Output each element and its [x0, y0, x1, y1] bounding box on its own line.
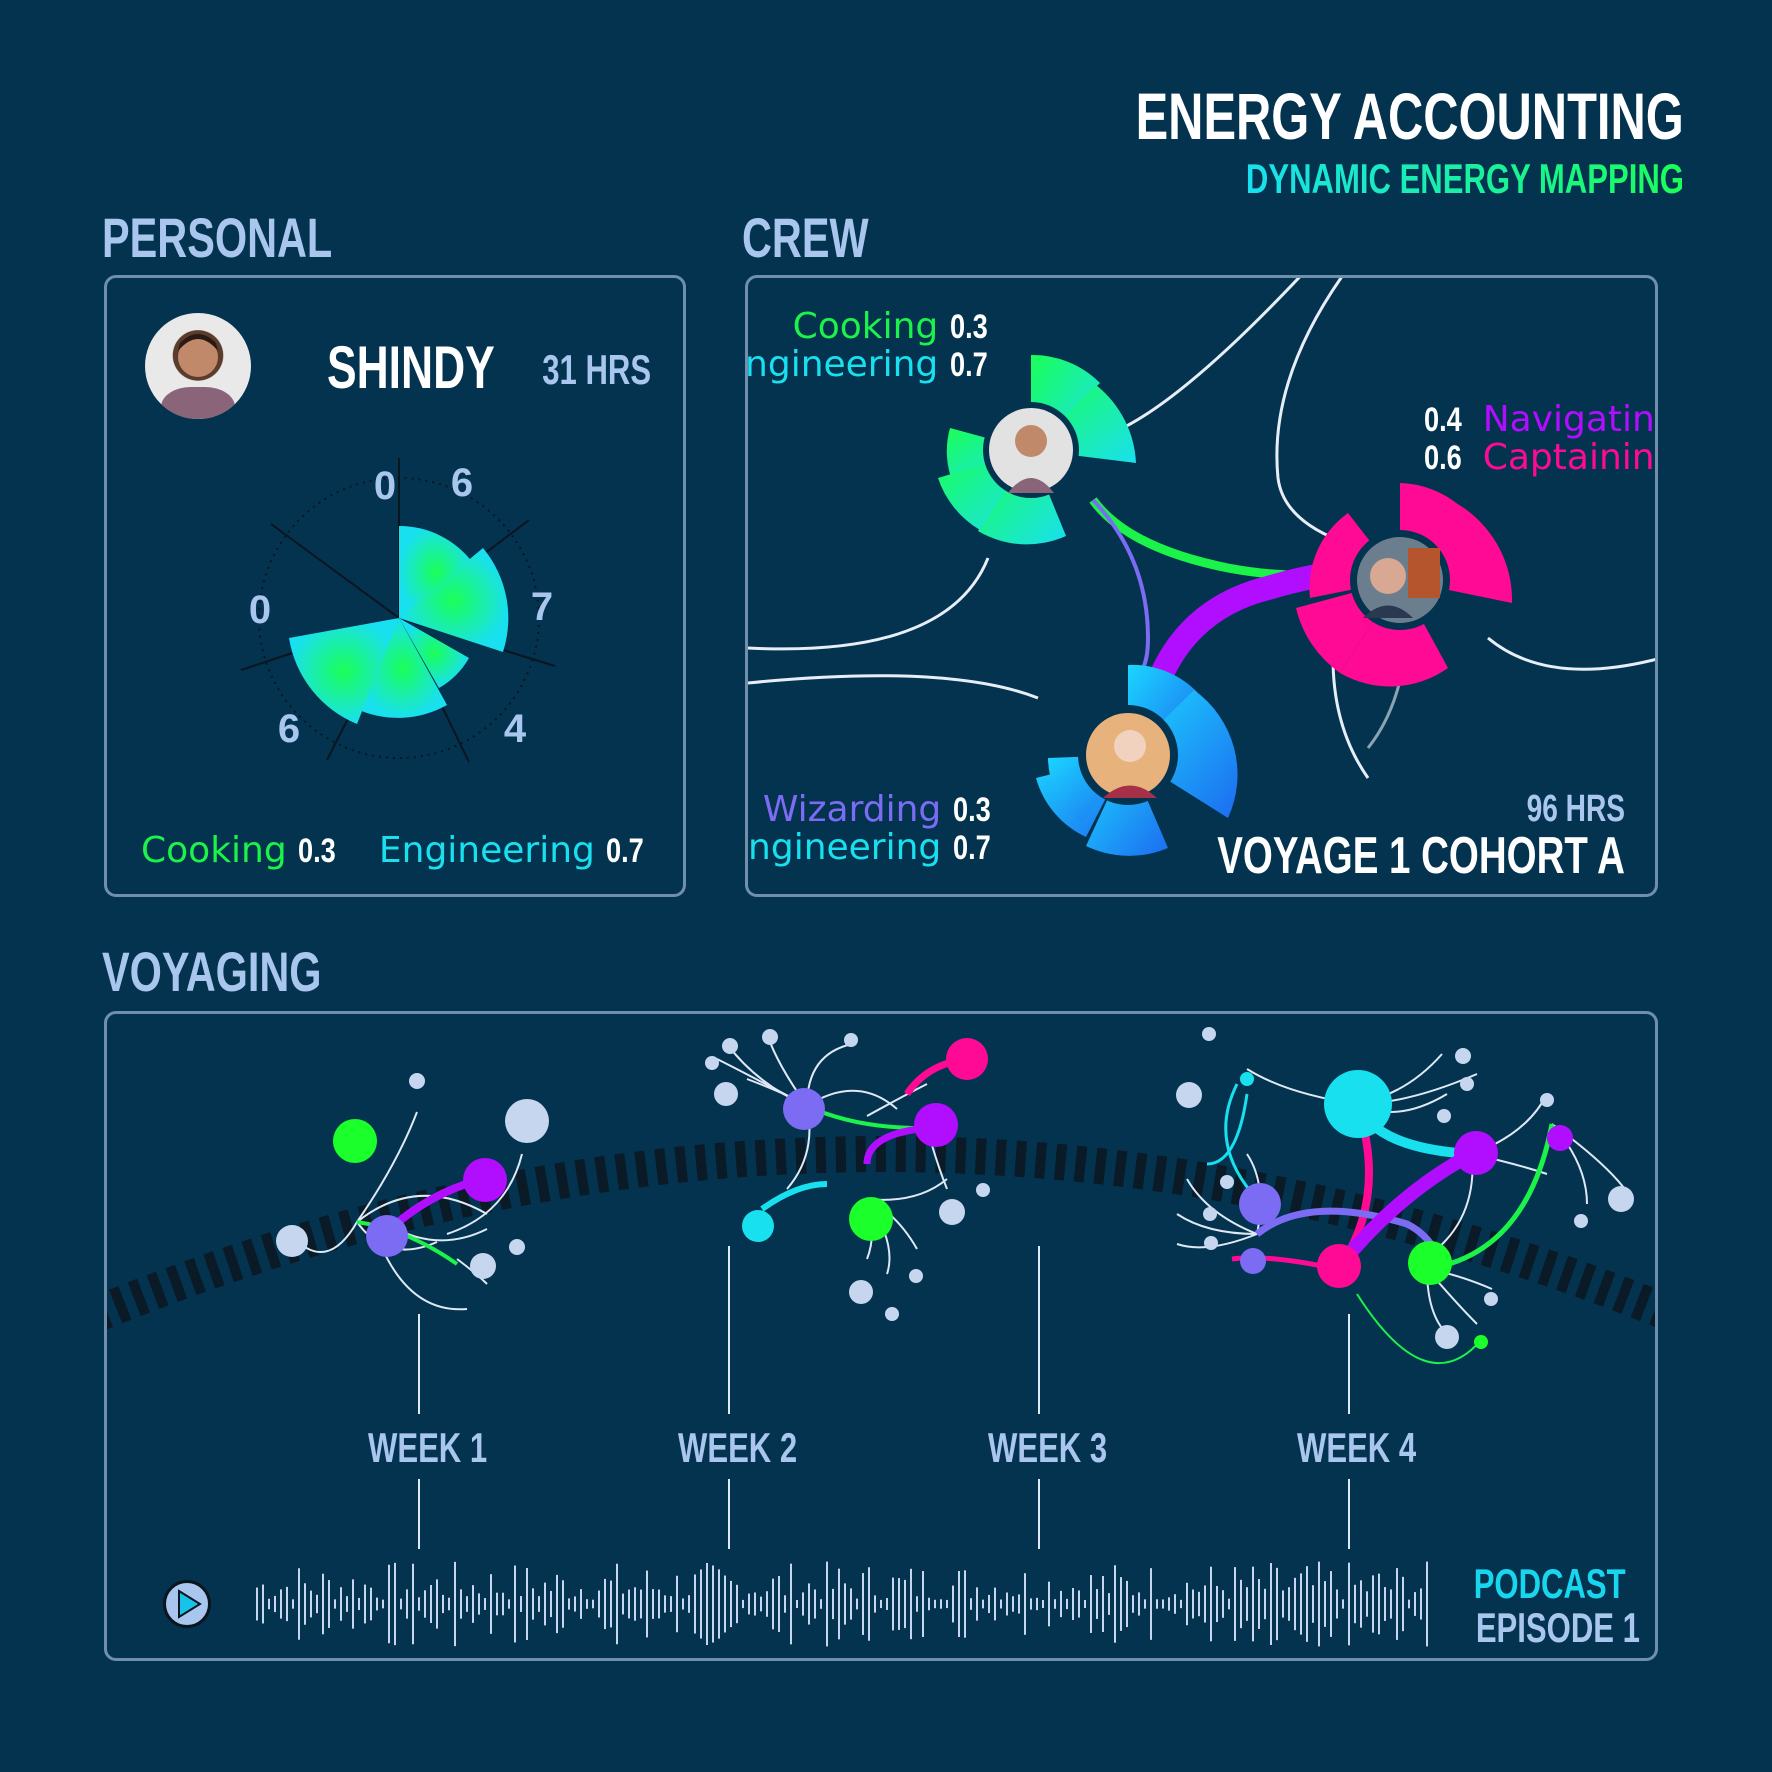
week-1-cluster	[276, 1073, 549, 1311]
dial-label: 0	[249, 588, 271, 632]
page-title: ENERGY ACCOUNTING	[1135, 79, 1684, 153]
dial-label: 6	[278, 707, 300, 751]
member-1-wedges	[938, 354, 1136, 545]
dial-label: 8	[389, 761, 411, 768]
hours-badge: 31 HRS	[542, 346, 651, 393]
legend-label: Wizarding	[762, 789, 942, 830]
timeline-arc	[107, 1136, 1655, 1330]
legend-label: Engineering	[745, 344, 939, 385]
section-title-personal: PERSONAL	[102, 206, 333, 269]
dial-label: 7	[531, 585, 553, 629]
dial-wedges	[289, 525, 509, 724]
legend-value: 0.6	[1424, 439, 1462, 477]
personal-panel: SHINDY 31 HRS 0 6 7	[104, 275, 686, 897]
week-ticks	[418, 1246, 1350, 1549]
section-title-voyaging: VOYAGING	[102, 940, 322, 1003]
legend-value: 0.7	[949, 346, 988, 384]
crew-panel: Cooking 0.3 Engineering 0.7 0.4 Navigati…	[745, 275, 1658, 897]
legend-value: 0.7	[952, 829, 991, 867]
member-1-legend: Cooking 0.3 Engineering 0.7	[745, 306, 997, 385]
dial-label: 6	[451, 461, 473, 505]
week-label: WEEK 3	[988, 1424, 1108, 1471]
avatar[interactable]	[145, 313, 251, 419]
week-label: WEEK 2	[678, 1424, 798, 1471]
legend-label: Cooking	[141, 830, 287, 871]
podcast-label: PODCAST EPISODE 1	[1473, 1560, 1640, 1651]
week-label: WEEK 4	[1297, 1424, 1417, 1471]
week-label: WEEK 1	[368, 1424, 488, 1471]
crew-team-name: VOYAGE 1 COHORT A	[1217, 827, 1625, 885]
member-3-legend: Wizarding 0.3 Engineering 0.7	[745, 789, 1000, 868]
crew-network	[748, 278, 1655, 856]
personal-legend: Cooking 0.3 Engineering 0.7	[141, 830, 654, 871]
voyage-timeline	[107, 1027, 1655, 1647]
week-4-cluster	[1176, 1027, 1634, 1365]
podcast-waveform	[256, 1561, 1428, 1647]
member-2-legend: 0.4 Navigating 0.6 Captaining	[1424, 399, 1658, 478]
dial-label: 0	[374, 464, 396, 508]
person-icon	[161, 334, 235, 419]
section-title-crew: CREW	[742, 206, 869, 269]
legend-label: Navigating	[1482, 399, 1655, 440]
page-subtitle: DYNAMIC ENERGY MAPPING	[1092, 156, 1684, 202]
legend-label: Engineering	[745, 827, 942, 868]
legend-value: 0.3	[298, 832, 336, 870]
legend-label: Captaining	[1482, 437, 1658, 478]
legend-value: 0.7	[606, 832, 645, 870]
play-icon	[178, 1589, 202, 1619]
legend-label: Cooking	[792, 306, 939, 347]
member-name: SHINDY	[327, 334, 495, 401]
legend-value: 0.4	[1424, 401, 1462, 439]
personal-radial-chart: 0 6 7 4 8 6 0	[240, 458, 556, 768]
week-2-cluster	[705, 1029, 990, 1321]
crew-link-violet	[1091, 498, 1151, 669]
dial-label: 4	[504, 707, 527, 751]
legend-value: 0.3	[952, 791, 991, 829]
legend-value: 0.3	[949, 308, 988, 346]
voyaging-panel: WEEK 1 WEEK 2 WEEK 3 WEEK 4 PODCAST EPIS…	[104, 1011, 1658, 1661]
play-button[interactable]	[163, 1580, 211, 1628]
legend-label: Engineering	[378, 830, 595, 871]
crew-hours: 96 HRS	[1526, 788, 1625, 830]
